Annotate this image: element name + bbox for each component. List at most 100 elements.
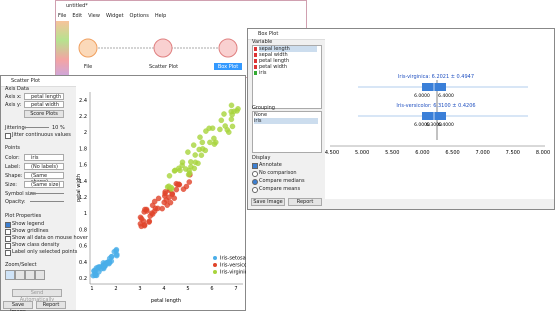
list-item[interactable]: sepal length	[259, 46, 317, 52]
checkbox[interactable]	[5, 250, 11, 256]
point	[147, 213, 153, 219]
window-title: Box Plot	[258, 31, 279, 37]
button[interactable]: Save Image	[251, 198, 285, 206]
menu-item[interactable]: Edit	[72, 13, 83, 19]
list-item[interactable]: sepal width	[259, 52, 288, 58]
button[interactable]: Report	[36, 301, 66, 309]
x-tick-label: 7.500	[506, 150, 520, 156]
menu-bar: File Edit View Widget Options Help	[58, 13, 172, 19]
x-tick-label: 2	[114, 286, 117, 292]
widget-label: Box Plot	[217, 64, 239, 70]
list-icon	[254, 59, 257, 63]
group-title: Zoom/Select	[5, 262, 37, 268]
menu-item[interactable]: Widget	[105, 13, 124, 19]
list-item[interactable]: None	[254, 112, 268, 118]
combo[interactable]: petal length	[24, 93, 64, 100]
tool-button[interactable]	[15, 270, 25, 280]
y-tick-label: 2.2	[79, 114, 87, 120]
point	[146, 219, 152, 225]
option-label: Show class density	[12, 242, 60, 248]
point	[218, 117, 225, 124]
y-tick-label: 1	[84, 211, 87, 217]
group-title: Grouping	[252, 105, 275, 111]
box-label: 6.0000	[414, 122, 430, 128]
tool-button[interactable]	[35, 270, 45, 280]
button[interactable]: Score Plots	[24, 110, 64, 118]
checkbox[interactable]	[252, 163, 258, 169]
box-plot: 4.500 5.000 5.500 6.000 6.500 7.000 7.500 8.000…	[325, 74, 550, 156]
slider	[24, 127, 49, 128]
box-widget[interactable]	[218, 38, 238, 58]
y-tick-label: 0.6	[79, 244, 87, 250]
legend-marker	[213, 256, 217, 260]
point	[166, 173, 173, 179]
x-axis-title: petal length	[151, 298, 181, 304]
point	[161, 199, 167, 206]
list-icon	[254, 65, 257, 69]
list-item[interactable]: petal width	[259, 64, 288, 70]
radio-label: Compare means	[259, 186, 301, 192]
row-title: Iris-virginica: 6.2021 ± 0.4947	[398, 74, 474, 80]
point	[180, 186, 187, 192]
window-title: untitled*	[66, 3, 88, 9]
point	[206, 125, 212, 132]
point	[90, 272, 96, 279]
label: Shape:	[5, 173, 23, 179]
button[interactable]: Send Automatically	[12, 289, 62, 303]
y-tick-label: 2	[84, 130, 87, 136]
checkbox[interactable]	[5, 222, 11, 228]
list-item[interactable]: petal length	[259, 58, 290, 64]
menu-item[interactable]: File	[58, 13, 67, 19]
group-title: Variable	[252, 39, 273, 45]
group-title: Points	[5, 145, 21, 151]
combo[interactable]: petal width	[24, 101, 64, 108]
radio-label: Compare medians	[259, 178, 305, 184]
point	[96, 264, 102, 271]
point	[108, 254, 115, 260]
y-axis-title: petal width	[76, 174, 82, 202]
group-title: Plot Properties	[5, 213, 42, 219]
checkbox[interactable]	[5, 229, 11, 235]
checkbox[interactable]	[5, 133, 11, 139]
list-icon	[254, 71, 257, 75]
tool-button[interactable]	[25, 270, 35, 280]
point	[198, 152, 205, 158]
y-tick-label: 0.8	[79, 227, 87, 233]
selected-label-bg	[214, 63, 242, 70]
button[interactable]: Save Image	[3, 301, 33, 311]
label: Axis y:	[5, 102, 22, 108]
radio[interactable]	[252, 179, 258, 185]
point	[141, 222, 148, 228]
x-tick-label: 5	[186, 286, 189, 292]
list-item[interactable]: iris	[259, 70, 267, 76]
slider	[30, 201, 64, 202]
radio[interactable]	[252, 171, 258, 177]
combo[interactable]: (No labels)	[24, 163, 64, 170]
box-label: 6.3000	[426, 122, 442, 128]
point	[186, 179, 193, 185]
list-item[interactable]: iris	[254, 118, 318, 124]
checkbox[interactable]	[5, 236, 11, 242]
x-tick-label: 4	[162, 286, 165, 292]
list-icon	[254, 53, 257, 57]
checkbox[interactable]	[5, 243, 11, 249]
point	[226, 129, 232, 135]
menu-item[interactable]: Help	[154, 13, 167, 19]
scatter-widget[interactable]	[153, 38, 173, 58]
widget-label: File	[83, 64, 93, 70]
widget-label: Scatter Plot	[149, 64, 179, 70]
point	[166, 194, 172, 201]
combo[interactable]: (Same size)	[24, 181, 64, 188]
tool-button[interactable]	[5, 270, 15, 280]
x-tick-label: 5.000	[355, 150, 369, 156]
file-widget[interactable]	[78, 38, 98, 58]
toolbox	[56, 21, 69, 79]
x-tick-label: 6	[210, 286, 213, 292]
radio[interactable]	[252, 187, 258, 193]
combo[interactable]: iris	[24, 154, 64, 161]
menu-item[interactable]: View	[88, 13, 100, 19]
button[interactable]: Report	[288, 198, 322, 206]
menu-item[interactable]: Options	[129, 13, 149, 19]
point	[202, 147, 209, 154]
